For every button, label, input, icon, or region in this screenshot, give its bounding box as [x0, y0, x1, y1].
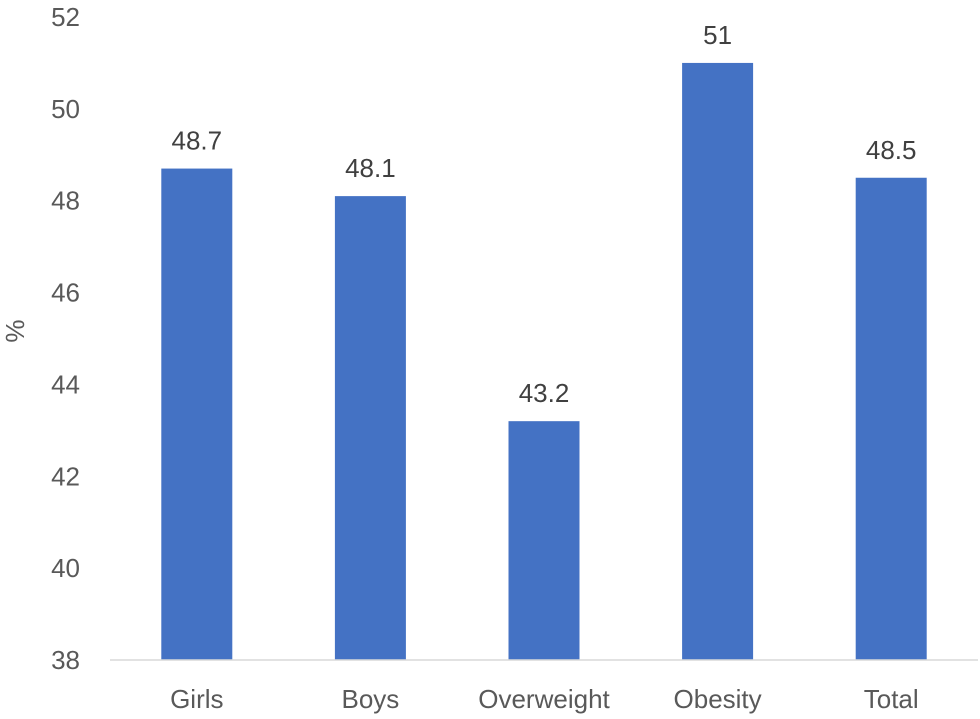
x-category-label: Overweight: [478, 684, 610, 714]
bar: [855, 177, 927, 660]
bar-value-label: 48.5: [866, 135, 917, 165]
y-axis-ticks: 38 40 42 44 46 48 50 52: [51, 2, 80, 675]
x-category-label: Obesity: [674, 684, 762, 714]
y-tick-label: 40: [51, 553, 80, 583]
y-tick-label: 52: [51, 2, 80, 32]
x-category-label: Total: [864, 684, 919, 714]
y-tick-label: 38: [51, 645, 80, 675]
x-category-label: Girls: [170, 684, 223, 714]
bar: [161, 168, 233, 661]
y-tick-label: 42: [51, 461, 80, 491]
y-axis-title: %: [0, 319, 30, 342]
bar: [334, 196, 406, 660]
x-category-label: Boys: [341, 684, 399, 714]
data-labels: 48.7 48.1 43.2 51 48.5: [171, 20, 916, 408]
y-tick-label: 46: [51, 278, 80, 308]
x-axis-labels: Girls Boys Overweight Obesity Total: [170, 684, 919, 714]
bars: [161, 62, 927, 661]
y-tick-label: 50: [51, 94, 80, 124]
bar-value-label: 51: [703, 20, 732, 50]
bar: [682, 62, 754, 660]
y-tick-label: 48: [51, 186, 80, 216]
bar-value-label: 43.2: [519, 378, 570, 408]
bar: [508, 421, 580, 660]
y-tick-label: 44: [51, 369, 80, 399]
bar-value-label: 48.1: [345, 153, 396, 183]
bar-value-label: 48.7: [171, 126, 222, 156]
